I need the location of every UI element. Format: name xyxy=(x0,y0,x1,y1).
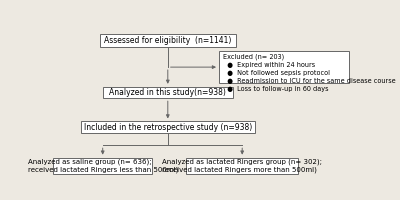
FancyBboxPatch shape xyxy=(219,51,349,83)
FancyBboxPatch shape xyxy=(100,34,236,47)
FancyBboxPatch shape xyxy=(81,121,255,133)
Text: Included in the retrospective study (n=938): Included in the retrospective study (n=9… xyxy=(84,123,252,132)
FancyBboxPatch shape xyxy=(186,158,298,174)
Text: Analyzed as saline group (n= 636);
received lactated Ringers less than 500ml): Analyzed as saline group (n= 636); recei… xyxy=(28,159,178,173)
FancyBboxPatch shape xyxy=(53,158,152,174)
Text: Excluded (n= 203)
  ●  Expired within 24 hours
  ●  Not followed sepsis protocol: Excluded (n= 203) ● Expired within 24 ho… xyxy=(223,54,396,92)
Text: Analyzed as lactated Ringers group (n= 302);
received lactated Ringers more than: Analyzed as lactated Ringers group (n= 3… xyxy=(162,159,322,173)
Text: Assessed for eligibility  (n=1141): Assessed for eligibility (n=1141) xyxy=(104,36,232,45)
Text: Analyzed in this study(n=938): Analyzed in this study(n=938) xyxy=(109,88,226,97)
FancyBboxPatch shape xyxy=(103,87,233,98)
